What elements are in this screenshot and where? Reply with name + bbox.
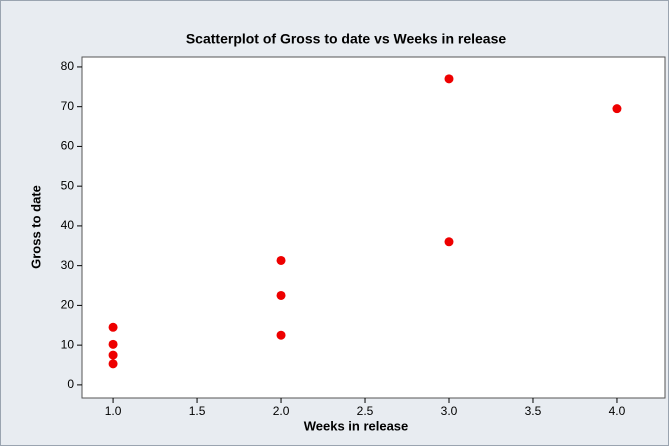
point xyxy=(276,330,286,340)
point xyxy=(276,290,286,300)
y-tick-label: 30 xyxy=(61,258,75,272)
point xyxy=(108,322,118,332)
x-tick-label: 2.5 xyxy=(357,404,374,418)
point xyxy=(612,104,622,114)
y-tick-label: 20 xyxy=(61,298,75,312)
x-tick-label: 3.5 xyxy=(525,404,542,418)
x-tick-label: 1.0 xyxy=(105,404,122,418)
point xyxy=(108,339,118,349)
x-tick-label: 1.5 xyxy=(189,404,206,418)
y-tick-label: 60 xyxy=(61,139,75,153)
x-tick-label: 2.0 xyxy=(273,404,290,418)
y-axis-label: Gross to date xyxy=(28,185,43,269)
y-tick-label: 70 xyxy=(61,99,75,113)
x-axis-label: Weeks in release xyxy=(304,418,409,433)
y-tick-label: 10 xyxy=(61,337,75,351)
y-tick-label: 40 xyxy=(61,218,75,232)
y-tick-label: 50 xyxy=(61,178,75,192)
chart-title: Scatterplot of Gross to date vs Weeks in… xyxy=(186,31,507,47)
x-tick-label: 4.0 xyxy=(609,404,626,418)
point xyxy=(108,350,118,360)
y-tick-label: 0 xyxy=(67,377,74,391)
point xyxy=(444,237,454,247)
point xyxy=(108,359,118,369)
point xyxy=(444,74,454,84)
plot-area xyxy=(81,56,666,399)
point xyxy=(276,255,286,265)
x-tick-label: 3.0 xyxy=(441,404,458,418)
y-tick-label: 80 xyxy=(61,59,75,73)
